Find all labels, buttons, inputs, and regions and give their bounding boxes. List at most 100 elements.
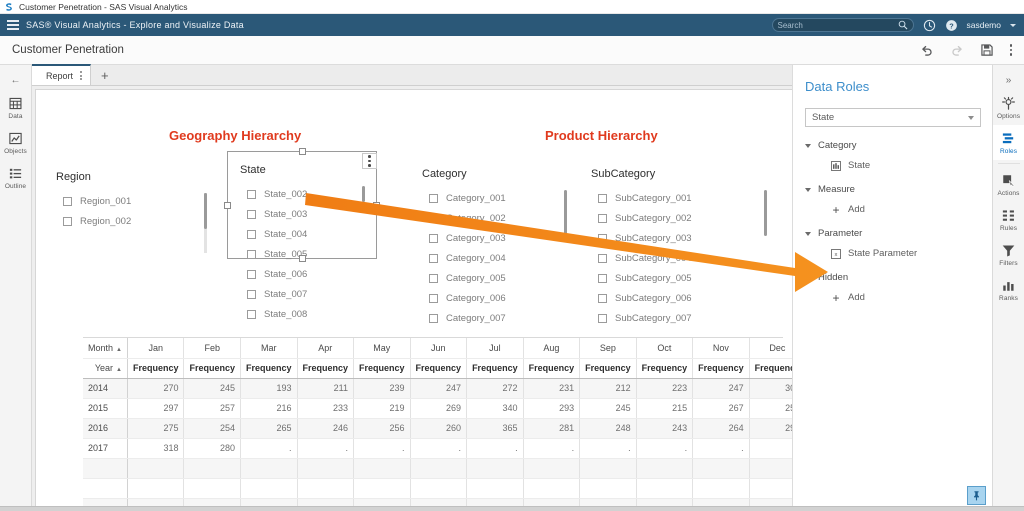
checkbox[interactable] — [63, 196, 72, 206]
kebab-menu-icon[interactable] — [80, 71, 83, 80]
category-list[interactable]: Category_001 Category_002 Category_003 C… — [429, 188, 506, 328]
table-row[interactable]: 2014270245193211239247272231212223247302 — [83, 378, 807, 399]
list-item[interactable]: State_005 — [247, 244, 307, 264]
add-tab-button[interactable]: + — [101, 68, 109, 83]
undo-icon[interactable] — [920, 43, 934, 57]
list-item[interactable]: State_007 — [247, 284, 307, 304]
state-object-kebab-icon[interactable] — [362, 153, 377, 169]
pin-button[interactable] — [967, 486, 986, 505]
clock-history-icon[interactable] — [923, 19, 936, 32]
list-item[interactable]: State_008 — [247, 304, 307, 324]
resize-handle-right[interactable] — [373, 202, 380, 209]
list-item[interactable]: State_002 — [247, 184, 307, 204]
checkbox[interactable] — [63, 216, 72, 226]
help-icon[interactable]: ? — [945, 19, 958, 32]
col-header-month[interactable]: May — [353, 338, 411, 359]
list-item[interactable]: State_003 — [247, 204, 307, 224]
hamburger-menu-icon[interactable] — [0, 14, 26, 36]
role-group-header[interactable]: Hidden — [805, 272, 980, 283]
checkbox[interactable] — [247, 269, 256, 279]
list-item[interactable]: Category_005 — [429, 268, 506, 288]
list-item[interactable]: Category_007 — [429, 308, 506, 328]
list-item[interactable]: SubCategory_007 — [598, 308, 692, 328]
col-header-month[interactable]: Mar — [240, 338, 298, 359]
list-item[interactable]: Region_001 — [63, 191, 131, 211]
search-box[interactable] — [771, 18, 914, 32]
col-header-month[interactable]: Apr — [297, 338, 355, 359]
table-row[interactable]: 2015297257216233219269340293245215267253 — [83, 398, 807, 419]
checkbox[interactable] — [598, 273, 607, 283]
checkbox[interactable] — [429, 253, 438, 263]
state-scrollbar-thumb[interactable] — [362, 186, 365, 202]
resize-handle-left[interactable] — [224, 202, 231, 209]
list-item[interactable]: State_004 — [247, 224, 307, 244]
resize-handle-bottom[interactable] — [299, 255, 306, 262]
state-list-object[interactable]: State State_002 State_003 State_004 — [224, 148, 380, 320]
table-row[interactable]: 2016275254265246256260365281248243264290 — [83, 418, 807, 439]
list-item[interactable]: SubCategory_004 — [598, 248, 692, 268]
checkbox[interactable] — [247, 309, 256, 319]
checkbox[interactable] — [429, 273, 438, 283]
sidebar-item-ranks[interactable]: Ranks — [993, 272, 1024, 307]
col-header-month[interactable]: Sep — [579, 338, 637, 359]
checkbox[interactable] — [247, 189, 256, 199]
category-scrollbar-thumb[interactable] — [564, 190, 567, 236]
checkbox[interactable] — [247, 289, 256, 299]
checkbox[interactable] — [247, 209, 256, 219]
checkbox[interactable] — [598, 293, 607, 303]
save-icon[interactable] — [980, 43, 994, 57]
roles-object-select[interactable]: State — [805, 108, 981, 127]
collapse-left-icon[interactable]: ← — [10, 74, 21, 86]
role-group-header[interactable]: Parameter — [805, 228, 980, 239]
checkbox[interactable] — [598, 213, 607, 223]
sidebar-item-filters[interactable]: Filters — [993, 237, 1024, 272]
list-item[interactable]: SubCategory_005 — [598, 268, 692, 288]
triangle-down-icon[interactable] — [805, 231, 811, 236]
list-item[interactable]: Category_001 — [429, 188, 506, 208]
checkbox[interactable] — [429, 213, 438, 223]
col-header-month[interactable]: Nov — [692, 338, 750, 359]
checkbox[interactable] — [247, 249, 256, 259]
caret-down-icon[interactable] — [1010, 23, 1016, 27]
list-item[interactable]: SubCategory_002 — [598, 208, 692, 228]
expand-right-icon[interactable]: » — [1005, 74, 1012, 86]
role-item-add-hidden[interactable]: + Add — [831, 290, 980, 305]
region-scrollbar-thumb[interactable] — [204, 193, 207, 229]
resize-handle-top[interactable] — [299, 148, 306, 155]
checkbox[interactable] — [598, 193, 607, 203]
col-header-month[interactable]: Jul — [466, 338, 524, 359]
triangle-down-icon[interactable] — [805, 275, 811, 280]
list-item[interactable]: SubCategory_001 — [598, 188, 692, 208]
plus-icon[interactable]: + — [832, 290, 840, 305]
row-header-month[interactable]: Month ▲ — [83, 338, 128, 359]
col-header-month[interactable]: Jun — [410, 338, 468, 359]
list-item[interactable]: SubCategory_006 — [598, 288, 692, 308]
list-item[interactable]: Category_003 — [429, 228, 506, 248]
list-item[interactable]: Category_004 — [429, 248, 506, 268]
checkbox[interactable] — [598, 253, 607, 263]
checkbox[interactable] — [429, 193, 438, 203]
sidebar-item-actions[interactable]: Actions — [993, 167, 1024, 202]
col-header-month[interactable]: Aug — [523, 338, 581, 359]
checkbox[interactable] — [429, 293, 438, 303]
crosstab-table[interactable]: Month ▲ Jan Feb Mar Apr May Jun Jul Aug S… — [83, 337, 807, 511]
role-item-add-measure[interactable]: + Add — [831, 204, 980, 216]
triangle-down-icon[interactable] — [805, 143, 811, 148]
state-list[interactable]: State_002 State_003 State_004 State_005 — [247, 184, 307, 324]
col-header-month[interactable]: Oct — [636, 338, 694, 359]
role-group-header[interactable]: Category — [805, 140, 980, 151]
checkbox[interactable] — [247, 229, 256, 239]
checkbox[interactable] — [598, 313, 607, 323]
tab-report[interactable]: Report — [32, 64, 92, 85]
sidebar-item-data[interactable]: Data — [0, 90, 31, 125]
list-item[interactable]: Category_006 — [429, 288, 506, 308]
checkbox[interactable] — [429, 313, 438, 323]
list-item[interactable]: State_006 — [247, 264, 307, 284]
role-group-header[interactable]: Measure — [805, 184, 980, 195]
search-icon[interactable] — [898, 20, 908, 30]
user-menu-label[interactable]: sasdemo — [966, 20, 1002, 30]
search-input[interactable] — [777, 20, 898, 30]
list-item[interactable]: Region_002 — [63, 211, 131, 231]
subcategory-list[interactable]: SubCategory_001 SubCategory_002 SubCateg… — [598, 188, 692, 328]
